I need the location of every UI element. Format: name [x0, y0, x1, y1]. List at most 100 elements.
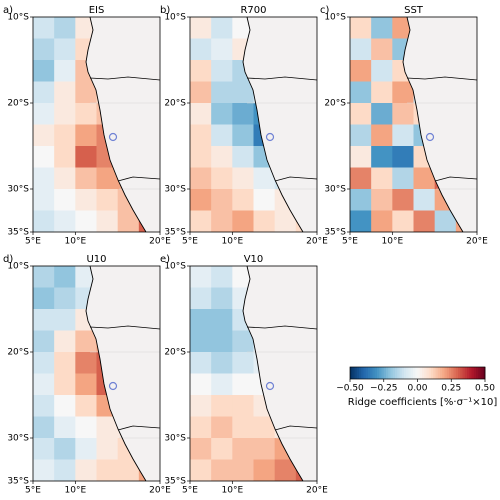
panel: 5°E 10°E 20°E 10°S 20°S 30°S 35°S c) SST — [320, 5, 488, 247]
cell — [54, 210, 76, 232]
cell — [190, 38, 212, 61]
cell — [75, 459, 97, 481]
cell — [75, 395, 97, 417]
y-tick-label: 10°S — [7, 262, 29, 272]
panel: 5°E 10°E 20°E 10°S 20°S 30°S 35°S b) R700 — [160, 5, 328, 247]
panel-label: e) — [160, 254, 170, 265]
y-tick-label: 35°S — [324, 228, 346, 238]
cell — [371, 210, 393, 232]
cell — [190, 124, 212, 147]
cell — [211, 189, 233, 211]
cell — [54, 459, 76, 481]
colorbar-swatch — [370, 367, 373, 379]
cell — [33, 210, 55, 232]
y-tick-label: 30°S — [7, 434, 29, 444]
colorbar-tick-label: −0.25 — [370, 384, 398, 394]
cell — [54, 81, 76, 104]
cell — [350, 189, 372, 211]
y-tick-label: 20°S — [7, 348, 29, 358]
y-tick-label: 10°S — [164, 262, 186, 272]
cell — [33, 266, 55, 288]
colorbar-swatch — [395, 367, 398, 379]
cell — [434, 210, 457, 232]
x-tick-label: 20°E — [306, 486, 328, 496]
colorbar-swatch — [478, 367, 481, 379]
cell — [33, 124, 55, 147]
colorbar-swatch — [383, 367, 387, 379]
cell — [211, 167, 233, 190]
cell — [392, 103, 414, 125]
cell — [54, 287, 76, 310]
cell — [75, 167, 97, 190]
colorbar-swatch — [422, 367, 425, 379]
colorbar-swatch — [410, 367, 414, 379]
cell — [33, 81, 55, 104]
cell — [33, 60, 55, 82]
colorbar-swatch — [365, 367, 369, 379]
cell — [54, 17, 76, 39]
cell — [232, 373, 254, 396]
cell — [232, 189, 254, 211]
cell — [33, 459, 55, 481]
cell — [350, 17, 372, 39]
cell — [75, 103, 97, 125]
colorbar-swatch — [368, 367, 371, 379]
y-tick-label: 30°S — [164, 185, 186, 195]
cell — [54, 309, 76, 331]
cell — [211, 124, 233, 147]
cell — [75, 146, 97, 168]
cell — [232, 103, 254, 125]
cell — [190, 81, 212, 104]
cell — [33, 167, 55, 190]
cell — [75, 416, 97, 439]
colorbar-swatch — [379, 367, 382, 379]
cell — [96, 438, 119, 460]
colorbar-swatch — [469, 367, 472, 379]
cell — [33, 189, 55, 211]
colorbar-swatch — [424, 367, 427, 379]
colorbar-swatch — [408, 367, 412, 379]
cell — [232, 81, 254, 104]
x-tick-label: 20°E — [306, 237, 328, 247]
cell — [96, 459, 119, 481]
colorbar-swatch — [363, 367, 367, 379]
colorbar-swatch — [413, 367, 416, 379]
cell — [211, 395, 233, 417]
y-tick-label: 30°S — [164, 434, 186, 444]
cell — [211, 416, 233, 439]
cell — [413, 167, 436, 190]
cell — [190, 60, 212, 82]
cell — [54, 330, 76, 353]
panel: 5°E 10°E 20°E 10°S 20°S 30°S 35°S e) V10 — [160, 254, 328, 496]
cell — [190, 459, 212, 481]
cell — [33, 373, 55, 396]
colorbar-swatch — [374, 367, 378, 379]
cell — [211, 146, 233, 168]
panel-label: d) — [3, 254, 13, 265]
cell — [33, 416, 55, 439]
colorbar-swatch — [433, 367, 436, 379]
colorbar-swatch — [453, 367, 457, 379]
cell — [211, 309, 233, 331]
cell — [33, 438, 55, 460]
cell — [190, 167, 212, 190]
colorbar-swatch — [460, 367, 463, 379]
cell — [274, 459, 297, 481]
panel-label: b) — [160, 5, 170, 16]
x-tick-label: 10°E — [382, 237, 404, 247]
colorbar-swatch — [458, 367, 461, 379]
colorbar-swatch — [455, 367, 459, 379]
cell — [190, 287, 212, 310]
colorbar-swatch — [390, 367, 394, 379]
cell — [190, 438, 212, 460]
colorbar-swatch — [451, 367, 454, 379]
cell — [413, 210, 436, 232]
x-tick-label: 20°E — [149, 237, 171, 247]
cell — [232, 416, 254, 439]
colorbar-tick-label: 0.00 — [407, 384, 427, 394]
y-tick-label: 20°S — [7, 99, 29, 109]
colorbar-swatch — [437, 367, 441, 379]
x-tick-label: 5°E — [342, 237, 358, 247]
colorbar-swatch — [471, 367, 475, 379]
colorbar-swatch — [397, 367, 400, 379]
